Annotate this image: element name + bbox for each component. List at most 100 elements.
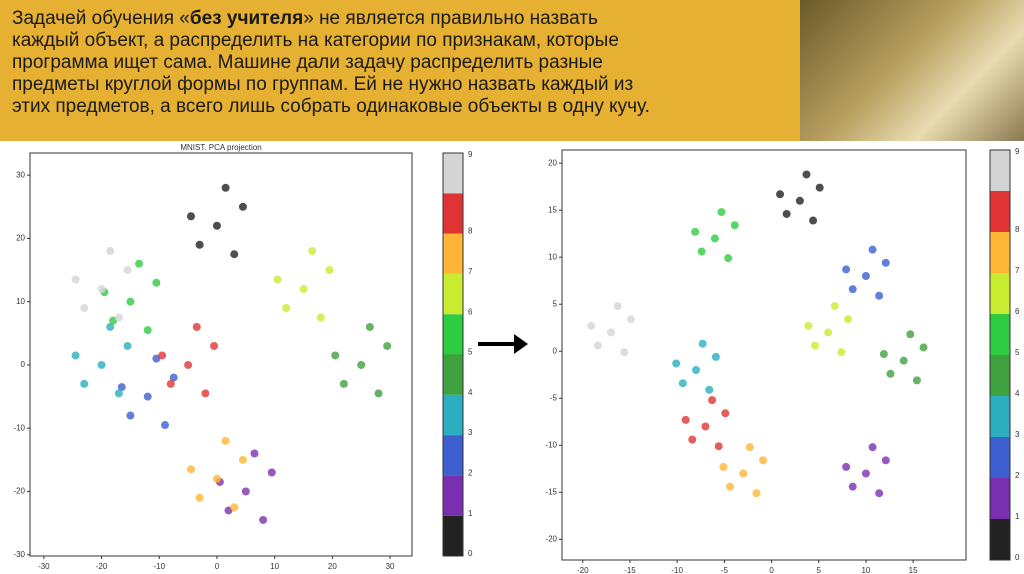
point	[186, 465, 195, 474]
colorbar-label: 1	[1015, 512, 1020, 521]
point	[678, 379, 687, 388]
colorbar-segment	[443, 193, 463, 234]
point	[383, 341, 392, 350]
point	[106, 247, 115, 256]
point	[815, 183, 824, 192]
point	[259, 515, 268, 524]
point	[331, 351, 340, 360]
colorbar-label: 6	[468, 307, 473, 316]
point	[868, 443, 877, 452]
x-tick-label: 30	[386, 562, 395, 571]
point	[123, 266, 132, 275]
point	[210, 341, 219, 350]
colorbar-segment	[443, 394, 463, 436]
text-line: каждый объект, а распределить на категор…	[12, 30, 619, 51]
point	[186, 212, 195, 221]
colorbar-label: 9	[1015, 147, 1020, 156]
point	[126, 297, 135, 306]
colorbar-label: 9	[468, 150, 473, 159]
point	[587, 321, 596, 330]
point	[714, 442, 723, 451]
point	[241, 487, 250, 496]
point	[212, 221, 221, 230]
point	[230, 503, 239, 512]
y-tick-label: -20	[13, 487, 25, 496]
text: » не является правильно назвать	[303, 8, 598, 29]
point	[593, 341, 602, 350]
point	[875, 291, 884, 300]
x-tick-label: 10	[861, 566, 870, 574]
point	[802, 170, 811, 179]
colorbar-label: 4	[1015, 389, 1020, 398]
point	[782, 209, 791, 218]
point	[365, 322, 374, 331]
point	[906, 330, 915, 339]
point	[830, 302, 839, 311]
point	[886, 369, 895, 378]
colorbar-segment	[990, 191, 1010, 232]
colorbar-frame	[442, 152, 464, 557]
colorbar-segment	[443, 435, 463, 476]
y-tick-label: 0	[553, 346, 558, 355]
point	[919, 343, 928, 352]
point	[875, 489, 884, 498]
point	[97, 360, 106, 369]
arrow-head	[514, 334, 528, 354]
y-tick-label: 30	[16, 170, 25, 179]
x-tick-label: 10	[270, 562, 279, 571]
x-tick-label: -20	[577, 566, 589, 574]
point	[166, 379, 175, 388]
point	[881, 258, 890, 267]
point	[325, 266, 334, 275]
x-tick-label: 5	[817, 566, 822, 574]
point	[710, 234, 719, 243]
point	[810, 341, 819, 350]
colorbar-segment	[443, 233, 463, 274]
text-line: программа ищет сама. Машине дали задачу …	[12, 52, 603, 73]
colorbar-segment	[443, 273, 463, 315]
colorbar-label: 0	[468, 549, 473, 558]
point	[739, 469, 748, 478]
point	[717, 208, 726, 217]
point	[152, 278, 161, 287]
point	[357, 360, 366, 369]
colorbar-segment	[990, 232, 1010, 273]
bold-text: без учителя	[189, 8, 304, 29]
point	[912, 376, 921, 385]
point	[106, 322, 115, 331]
colorbar-segment	[990, 519, 1010, 560]
x-tick-label: -30	[38, 562, 50, 571]
x-tick-label: -5	[721, 566, 729, 574]
y-tick-label: -5	[550, 393, 558, 402]
point	[71, 351, 80, 360]
point	[143, 392, 152, 401]
colorbar-segment	[990, 355, 1010, 396]
point	[711, 352, 720, 361]
point	[613, 302, 622, 311]
colorbar-segment	[990, 437, 1010, 478]
y-tick-label: 20	[16, 234, 25, 243]
point	[688, 435, 697, 444]
point	[282, 304, 291, 312]
colorbar-label: 3	[1015, 430, 1020, 439]
colorbar-frame	[989, 149, 1011, 561]
point	[184, 360, 193, 369]
point	[374, 389, 383, 398]
colorbar-label: 2	[1015, 471, 1020, 480]
colorbar-label: 2	[468, 469, 473, 478]
colorbar-label: 5	[468, 348, 473, 357]
point	[861, 469, 870, 478]
colorbar-label: 0	[1015, 553, 1020, 562]
x-tick-label: 20	[328, 562, 337, 571]
point	[123, 341, 132, 350]
colorbar-segment	[443, 153, 463, 194]
x-tick-label: -10	[153, 562, 165, 571]
point	[824, 328, 833, 337]
point	[201, 389, 210, 398]
colorbar-segment	[443, 354, 463, 395]
y-tick-label: -10	[545, 440, 557, 449]
point	[212, 474, 221, 483]
point	[169, 373, 178, 382]
point	[848, 482, 857, 491]
